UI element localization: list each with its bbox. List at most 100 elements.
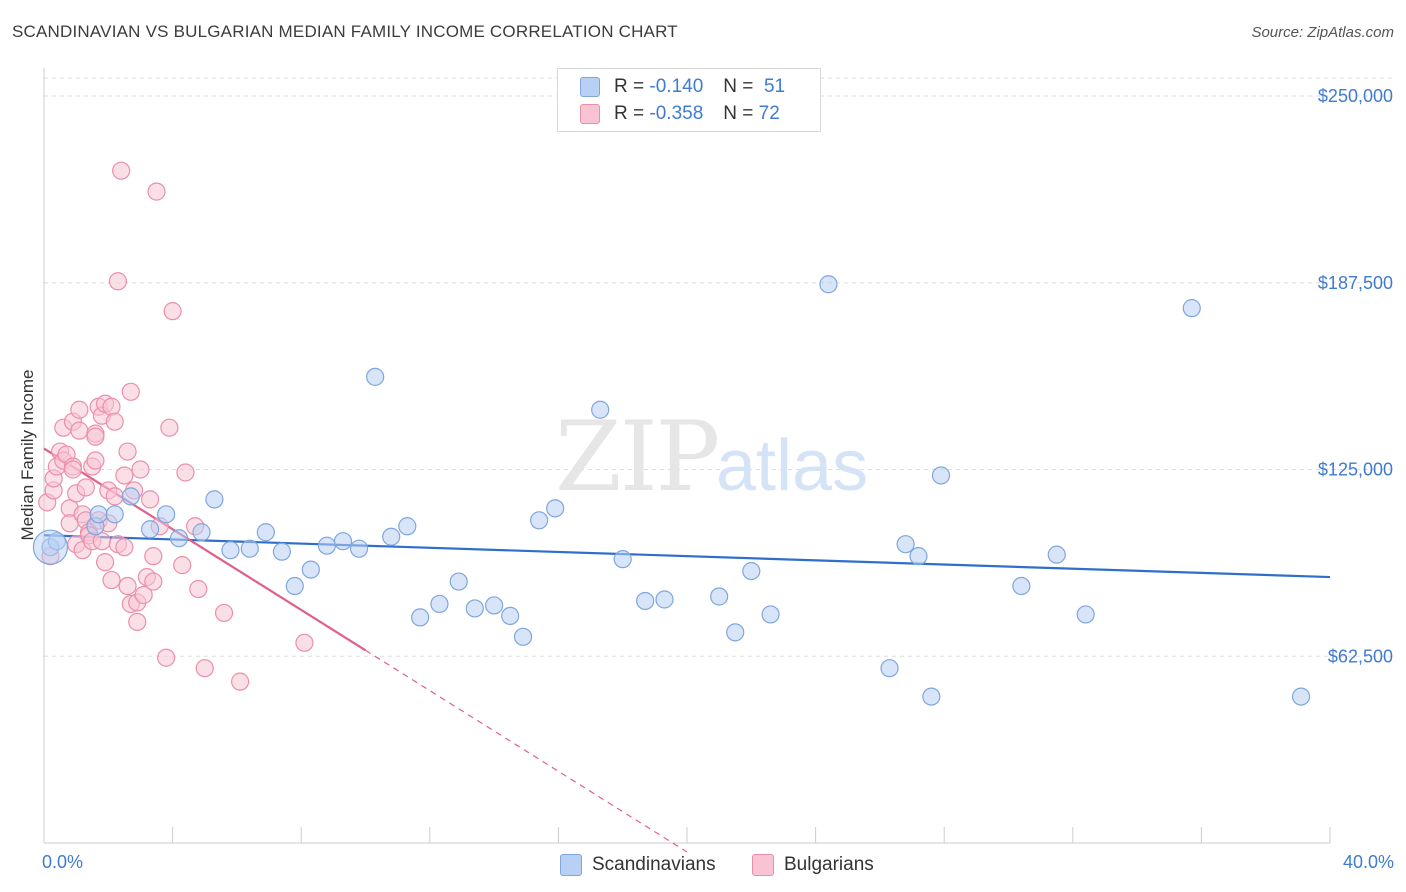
bottom-legend-scandinavians: Scandinavians <box>560 852 716 878</box>
scandinavian-point <box>513 627 533 646</box>
bulgarian-point <box>86 451 105 470</box>
bulgarian-point <box>86 427 105 446</box>
bulgarian-point <box>118 442 137 461</box>
scandinavian-point <box>655 590 674 609</box>
scandinavian-point <box>411 608 430 627</box>
axes <box>43 68 1331 844</box>
legend-row-bulgarians: R = -0.358 N = 72 <box>580 101 780 127</box>
scandinavian-point <box>366 367 385 386</box>
bulgarian-point <box>144 572 163 591</box>
watermark-atlas: atlas <box>716 426 868 506</box>
legend-n-value: 72 <box>758 103 780 124</box>
bulgarian-point <box>70 421 89 440</box>
scandinavian-point <box>398 517 417 536</box>
scandinavian-point <box>726 623 745 642</box>
bulgarian-point <box>128 612 147 631</box>
scandinavian-point <box>761 605 780 624</box>
bulgarian-point <box>118 576 137 596</box>
legend-n-value: 51 <box>763 76 786 97</box>
watermark: ZIP atlas <box>555 401 868 513</box>
scandinavian-point <box>89 505 108 524</box>
bulgarian-point <box>70 400 89 419</box>
y-tick-label: $125,000 <box>1318 460 1393 480</box>
x-tick-label-min: 0.0% <box>42 852 84 872</box>
bulgarian-point <box>115 466 134 485</box>
scandinavian-point <box>349 539 369 558</box>
bulgarian-point <box>176 463 195 482</box>
bulgarian-point <box>134 585 153 605</box>
legend-n-label: N = <box>723 103 754 124</box>
scandinavian-point <box>880 659 899 678</box>
scandinavian-point <box>205 490 224 509</box>
y-tick-labels: $62,500 $125,000 $187,500 $250,000 <box>1318 86 1393 666</box>
bulgarian-point <box>102 397 121 416</box>
scandinavian-point <box>613 550 632 569</box>
bulgarian-point <box>144 547 163 566</box>
scandinavian-point <box>140 520 160 539</box>
source-label: Source: ZipAtlas.com <box>1251 24 1394 41</box>
scandinavian-point <box>1012 576 1031 596</box>
bulgarian-point <box>131 460 150 479</box>
bulgarian-point <box>231 672 250 691</box>
bulgarian-point <box>195 659 214 678</box>
bulgarian-point <box>173 556 192 575</box>
scandinavian-point <box>105 505 124 524</box>
bulgarian-point <box>140 490 160 509</box>
bulgarian-point <box>105 487 124 506</box>
bottom-legend-label: Scandinavians <box>592 854 716 875</box>
bulgarian-point <box>147 182 166 201</box>
scandinavian-point <box>1291 687 1311 706</box>
bulgarian-point <box>102 570 121 590</box>
bulgarian-point <box>214 603 234 623</box>
bulgarian-point <box>108 272 128 291</box>
scandinavian-point <box>1182 299 1201 318</box>
bottom-legend-swatch-pink <box>752 854 774 876</box>
watermark-zip: ZIP <box>555 401 718 513</box>
scandinavian-point <box>1076 605 1095 624</box>
scandinavian-point <box>1047 545 1066 564</box>
scandinavian-point <box>922 687 941 706</box>
scandinavian-point <box>465 599 484 618</box>
bulgarian-point <box>105 412 124 431</box>
scandinavian-point <box>742 561 761 581</box>
scandinavian-point <box>169 529 189 548</box>
bulgarian-point <box>115 538 134 557</box>
scandinavian-point <box>530 511 549 530</box>
x-tick-label-max: 40.0% <box>1342 852 1394 872</box>
scandinavian-point <box>240 539 259 558</box>
scandinavian-point <box>272 542 292 561</box>
scandinavian-point <box>485 596 504 615</box>
legend-row-scandinavians: R = -0.140 N = 51 <box>580 74 785 100</box>
bulgarian-point <box>76 478 95 497</box>
scandinavian-point <box>221 541 240 560</box>
scandinavian-point <box>591 400 610 419</box>
legend-r-label: R = <box>614 76 645 97</box>
legend-swatch-pink <box>580 104 600 124</box>
scandinavian-point <box>285 576 304 596</box>
bulgarian-point <box>189 579 208 599</box>
scandinavian-point <box>909 547 928 566</box>
scandinavian-point <box>301 560 320 579</box>
bulgarian-trend-extension <box>365 649 688 853</box>
legend-n-label: N = <box>723 76 754 97</box>
stats-legend: R = -0.140 N = 51 R = -0.358 N = 72 <box>557 68 821 132</box>
bulgarian-trend-line <box>43 447 367 652</box>
scandinavian-point <box>430 594 449 614</box>
bottom-legend-label: Bulgarians <box>784 854 874 875</box>
scandinavian-point <box>192 523 211 542</box>
bulgarian-point <box>163 302 182 321</box>
scandinavian-point <box>636 591 655 611</box>
bottom-legend-swatch-blue <box>560 854 582 876</box>
trend-lines <box>43 447 1331 853</box>
scandinavian-point <box>710 587 729 606</box>
scandinavian-point <box>546 499 565 518</box>
scandinavian-point <box>819 275 838 294</box>
bottom-legend-bulgarians: Bulgarians <box>752 852 874 878</box>
scandinavian-point <box>333 532 353 551</box>
y-tick-label: $187,500 <box>1318 273 1393 293</box>
bulgarian-point <box>160 418 179 437</box>
legend-r-value: -0.140 <box>649 76 704 97</box>
grid-lines <box>44 77 1394 657</box>
y-tick-label: $62,500 <box>1328 646 1393 666</box>
